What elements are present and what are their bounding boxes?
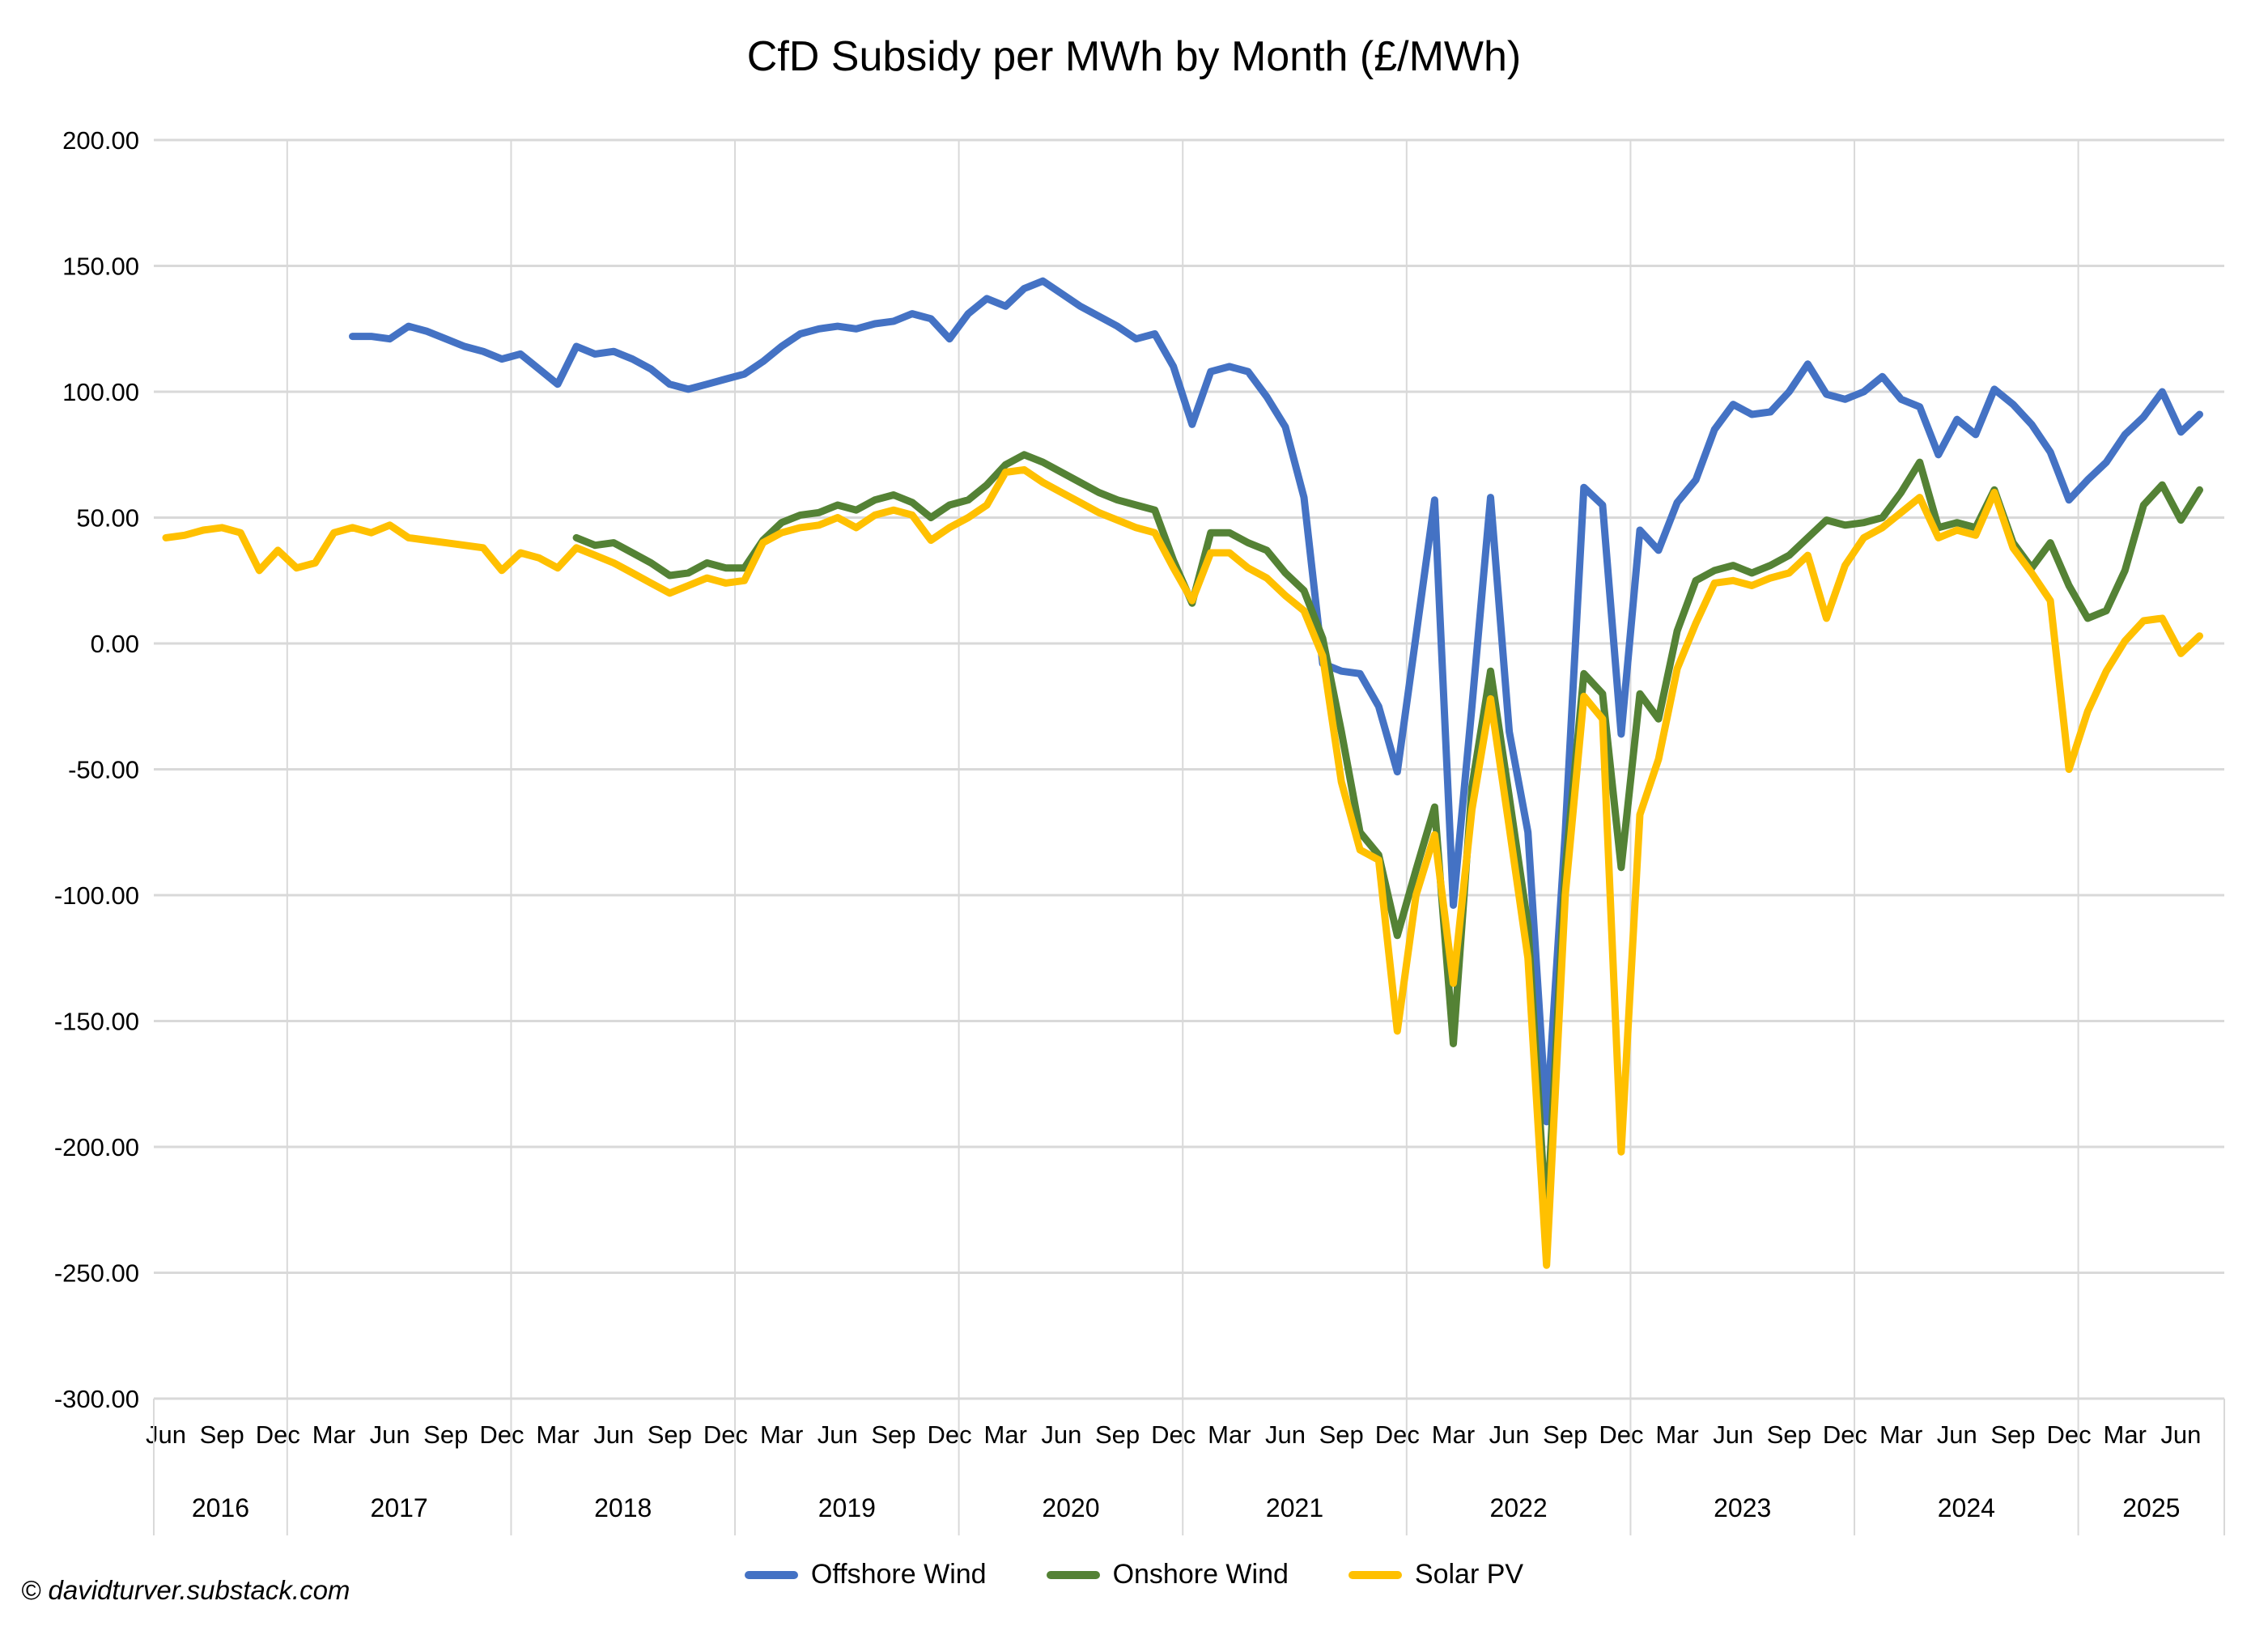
legend-item-onshore-wind: Onshore Wind [1046, 1559, 1289, 1590]
x-axis-month-label: Dec [928, 1420, 972, 1449]
x-axis-month-label: Sep [1319, 1420, 1364, 1449]
x-axis-month-label: Jun [593, 1420, 634, 1449]
x-axis-month-label: Mar [536, 1420, 579, 1449]
x-axis-month-label: Jun [818, 1420, 858, 1449]
x-axis-month-label: Jun [1713, 1420, 1753, 1449]
x-axis-month-label: Dec [2047, 1420, 2092, 1449]
legend-item-offshore-wind: Offshore Wind [744, 1559, 987, 1590]
y-axis-label: 0.00 [91, 630, 139, 658]
y-axis-label: 200.00 [62, 126, 139, 155]
y-axis-label: -50.00 [68, 756, 139, 784]
x-axis-month-label: Sep [1095, 1420, 1140, 1449]
chart-legend: Offshore Wind Onshore Wind Solar PV [0, 1559, 2268, 1590]
x-axis-month-label: Jun [1489, 1420, 1530, 1449]
copyright-text: © davidturver.substack.com [21, 1575, 350, 1605]
x-axis-month-label: Sep [871, 1420, 915, 1449]
y-axis-label: -150.00 [54, 1008, 139, 1036]
x-axis-year-label: 2016 [192, 1493, 249, 1522]
x-axis-year-label: 2019 [818, 1493, 876, 1522]
x-axis-year-label: 2017 [371, 1493, 428, 1522]
x-axis-month-label: Dec [1151, 1420, 1196, 1449]
x-axis-year-label: 2020 [1042, 1493, 1099, 1522]
y-axis-label: -300.00 [54, 1385, 139, 1413]
chart-title: CfD Subsidy per MWh by Month (£/MWh) [746, 33, 1522, 80]
x-axis-year-label: 2023 [1714, 1493, 1771, 1522]
legend-item-solar-pv: Solar PV [1348, 1559, 1523, 1590]
y-axis-label: 100.00 [62, 378, 139, 406]
x-axis-month-label: Sep [423, 1420, 468, 1449]
offshore-wind-swatch-icon [744, 1570, 798, 1579]
x-axis-month-label: Mar [1432, 1420, 1475, 1449]
legend-label: Onshore Wind [1112, 1559, 1289, 1590]
x-axis-year-label: 2025 [2122, 1493, 2180, 1522]
y-axis-label: 50.00 [76, 504, 139, 533]
x-axis-month-label: Sep [648, 1420, 692, 1449]
x-axis-month-label: Mar [984, 1420, 1027, 1449]
legend-label: Offshore Wind [810, 1559, 987, 1590]
solar-pv-line [162, 465, 2203, 1269]
x-axis-month-label: Mar [1208, 1420, 1251, 1449]
x-axis-year-label: 2021 [1266, 1493, 1323, 1522]
offshore-wind-line [349, 277, 2203, 1126]
onshore-wind-swatch-icon [1046, 1570, 1100, 1579]
x-axis-month-label: Mar [312, 1420, 355, 1449]
x-axis-month-label: Jun [370, 1420, 410, 1449]
x-axis-month-label: Mar [2104, 1420, 2147, 1449]
x-axis-month-label: Jun [2160, 1420, 2201, 1449]
x-axis-month-label: Dec [1823, 1420, 1867, 1449]
x-axis-month-label: Mar [1655, 1420, 1698, 1449]
y-axis-label: -200.00 [54, 1133, 139, 1161]
x-axis-month-label: Dec [1375, 1420, 1420, 1449]
x-axis-month-label: Sep [1990, 1420, 2035, 1449]
x-axis-month-label: Jun [1041, 1420, 1081, 1449]
x-axis-month-label: Sep [1767, 1420, 1811, 1449]
x-axis-year-label: 2022 [1490, 1493, 1548, 1522]
x-axis-month-label: Jun [146, 1420, 186, 1449]
x-axis-month-label: Dec [1599, 1420, 1643, 1449]
x-axis-year-label: 2018 [594, 1493, 652, 1522]
x-axis-year-label: 2024 [1938, 1493, 1995, 1522]
x-axis-month-label: Jun [1937, 1420, 1977, 1449]
x-axis-month-label: Jun [1265, 1420, 1306, 1449]
solar-pv-swatch-icon [1348, 1570, 1402, 1579]
x-axis-month-label: Dec [256, 1420, 300, 1449]
y-axis-label: -100.00 [54, 881, 139, 910]
x-axis-month-label: Dec [479, 1420, 524, 1449]
x-axis-month-label: Mar [1879, 1420, 1922, 1449]
y-axis-label: -250.00 [54, 1259, 139, 1288]
x-axis-month-label: Sep [200, 1420, 244, 1449]
y-axis-label: 150.00 [62, 253, 139, 281]
onshore-wind-line [572, 451, 2203, 1231]
legend-label: Solar PV [1414, 1559, 1524, 1590]
x-axis-month-label: Mar [760, 1420, 803, 1449]
x-axis-month-label: Dec [703, 1420, 748, 1449]
x-axis-month-label: Sep [1543, 1420, 1587, 1449]
